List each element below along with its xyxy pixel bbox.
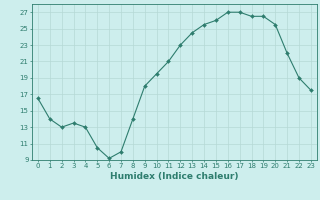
X-axis label: Humidex (Indice chaleur): Humidex (Indice chaleur) (110, 172, 239, 181)
